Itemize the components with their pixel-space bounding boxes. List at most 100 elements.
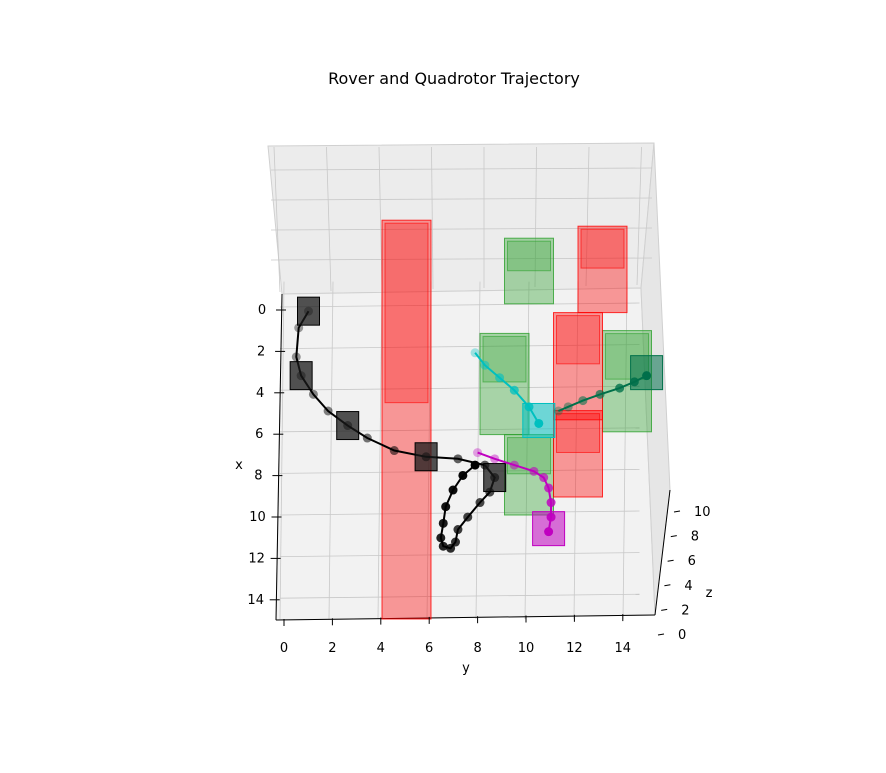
quad_magenta-point [529,466,539,476]
rover-point [291,352,301,362]
grid-line-wall-h [270,257,653,261]
grid-line-wall [585,146,590,287]
obstacle-box [577,225,628,314]
quad_cyan-point [509,385,519,395]
y-tick-label: 0 [280,641,288,656]
quad_green-point [615,383,625,393]
obstacle-box [553,410,603,498]
x-tick-label: 12 [248,551,265,566]
grid-line-y [622,281,628,620]
grid-line-x [279,385,640,391]
z-axis-label: z [706,586,713,601]
tick-label-layer: 0 2 4 6 8 10 12 14 0 2 4 6 8 10 12 14 0 2 4 6 8 10 [247,303,710,656]
x-tick-label: 14 [247,593,264,608]
quad_magenta-point [473,448,483,458]
z-tick-label: 6 [688,554,696,569]
quad_green-cube [630,355,664,391]
y-tick-label: 10 [518,641,535,656]
quad_magenta-point [544,483,554,493]
rover-point [446,543,456,553]
z-tick-label: 0 [678,628,686,643]
y-tick-label: 4 [377,641,385,656]
z-tick-label: 4 [684,579,692,594]
x-tick-label: 10 [249,510,266,525]
grid-line-wall-h [270,197,653,201]
rover-point [463,512,473,522]
y-axis-label: y [462,661,470,676]
rover-point [441,502,451,512]
rover-cube [289,361,313,391]
rover-point [323,406,333,416]
y-tick-label: 14 [615,641,632,656]
grid-line-wall [534,146,537,288]
grid-line-wall [273,146,281,293]
z-tick-mark [657,633,665,636]
quad_cyan-point [495,373,505,383]
z-tick-mark [667,559,674,562]
x-tick-label: 6 [255,427,263,442]
quad_magenta-point [546,498,556,508]
z-tick-mark [670,535,677,538]
quad_magenta-cube [532,511,566,547]
trajectory-layer [289,296,664,553]
z-tick-label: 2 [681,603,689,618]
rover-point [470,460,480,470]
rover-cube [483,463,507,493]
quad_green-point [578,396,588,406]
goal-region-box-face [482,335,527,383]
goal-region-box [479,332,530,436]
grid-line-x [279,593,640,599]
rover-point [438,518,448,528]
grid-line-x [279,510,640,516]
y-tick-label: 6 [425,641,433,656]
grid-line-wall [326,146,332,292]
grid-line-y [328,281,334,620]
grid-line-x [279,302,640,308]
z-tick-mark [673,510,681,513]
chart-title: Rover and Quadrotor Trajectory [328,69,580,88]
goal-region-box-face [507,240,551,272]
grid-line-wall-h [270,167,653,171]
rover-point [436,533,446,543]
quad_cyan-point [470,348,480,358]
quad_green-point [553,406,563,416]
rover-point [448,485,458,495]
axis-lines [275,293,671,621]
quad_magenta-point [509,460,519,470]
x-tick-label: 4 [256,386,264,401]
obstacle-box-face [556,315,600,365]
grid-line-x [279,344,640,349]
grid-line-y [377,281,383,620]
rover-point [453,454,463,464]
x-tick-label: 0 [258,303,266,318]
rover-point [458,470,468,480]
rover-point [308,389,318,399]
grid-line-wall [431,146,434,290]
grid-line-y [524,281,530,620]
obstacle-box-face [556,413,600,453]
grid-line-y [573,281,579,620]
y-tick-label: 12 [566,641,583,656]
y-tick-label: 8 [473,641,481,656]
quad_green-point [595,389,605,399]
grid-line-wall [636,146,642,286]
obstacle-box [381,219,432,620]
x-axis-label: x [235,458,243,473]
obstacle-box-face [580,228,625,269]
grid-line-wall-h [270,227,653,231]
grid-line-y [279,281,285,620]
rover-cube [414,442,438,472]
quad_cyan-cube [522,402,556,438]
z-tick-label: 8 [691,530,699,545]
grid-line-y [475,281,481,620]
z-tick-mark [661,608,668,611]
grid-line-x [279,552,640,557]
rover-cube [297,296,320,326]
rover-point [475,498,485,508]
z-tick-mark [664,584,671,587]
rover-cube [336,411,360,441]
quad_magenta-point [490,454,500,464]
y-tick-label: 2 [328,641,336,656]
rover-point [362,433,372,443]
quad_green-point [563,402,573,412]
